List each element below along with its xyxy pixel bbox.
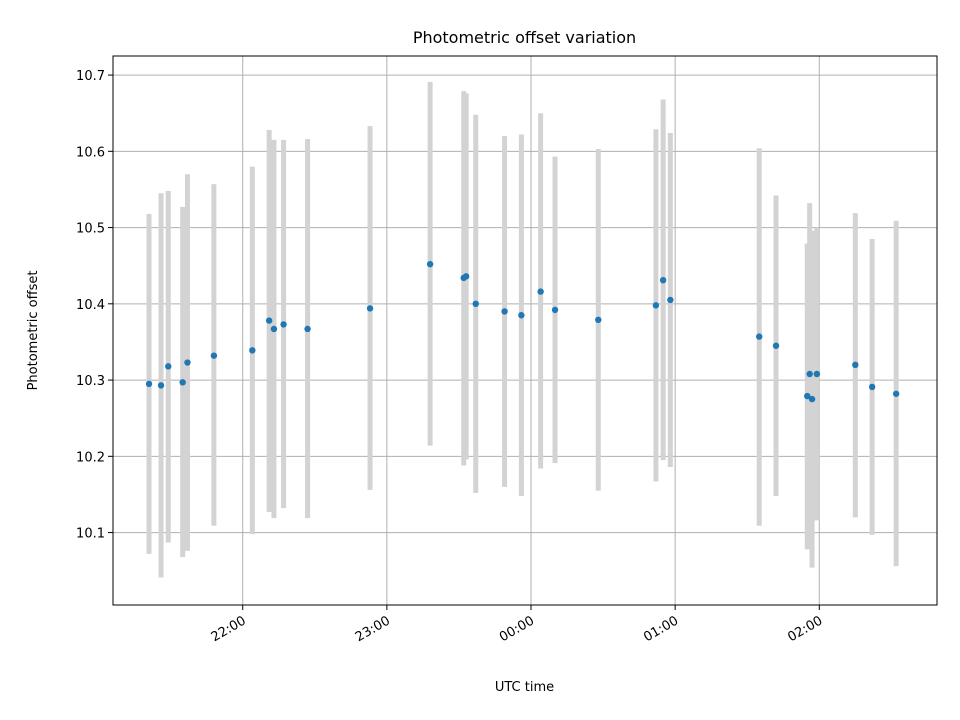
data-point	[518, 312, 525, 319]
data-point	[165, 363, 172, 370]
data-point	[813, 370, 821, 378]
data-point	[426, 260, 434, 268]
y-tick-label: 10.2	[76, 450, 105, 465]
y-axis-label: Photometric offset	[26, 271, 41, 391]
data-point	[249, 347, 256, 354]
data-point	[772, 342, 780, 349]
data-point	[659, 276, 667, 284]
data-point	[808, 395, 816, 403]
data-point	[806, 370, 813, 378]
data-point	[265, 317, 273, 324]
x-tick-label: 23:00	[353, 613, 393, 645]
y-tick-label: 10.6	[76, 145, 105, 160]
x-axis-label: UTC time	[495, 680, 554, 695]
x-tick-label: 01:00	[641, 613, 681, 645]
y-tick-label: 10.5	[76, 222, 105, 237]
y-tick-label: 10.3	[76, 374, 105, 389]
data-points	[145, 260, 900, 403]
data-point	[304, 325, 311, 333]
chart-title: Photometric offset variation	[413, 28, 636, 47]
data-point	[892, 390, 900, 397]
data-point	[537, 288, 544, 295]
x-tick-label: 22:00	[209, 613, 249, 645]
data-point	[145, 380, 153, 388]
data-point	[179, 379, 186, 386]
data-point	[852, 361, 859, 369]
data-point	[595, 316, 602, 324]
data-point	[210, 352, 218, 359]
data-point	[280, 321, 287, 328]
data-point	[157, 382, 165, 389]
x-tick-label: 02:00	[785, 613, 825, 645]
error-bars	[146, 81, 899, 578]
data-point	[652, 302, 660, 309]
data-point	[501, 308, 508, 315]
x-tick-label: 00:00	[497, 613, 537, 645]
y-tick-label: 10.4	[76, 298, 105, 313]
data-point	[667, 296, 674, 304]
y-tick-label: 10.1	[76, 527, 105, 542]
plot-frame	[112, 55, 938, 606]
data-point	[868, 383, 876, 391]
data-point	[551, 306, 559, 314]
data-point	[462, 273, 470, 280]
data-point	[472, 300, 479, 308]
data-point	[270, 325, 278, 333]
data-point	[756, 333, 763, 340]
data-point	[804, 392, 811, 400]
data-point	[366, 305, 374, 312]
data-point	[184, 359, 191, 366]
y-tick-label: 10.7	[76, 69, 105, 84]
